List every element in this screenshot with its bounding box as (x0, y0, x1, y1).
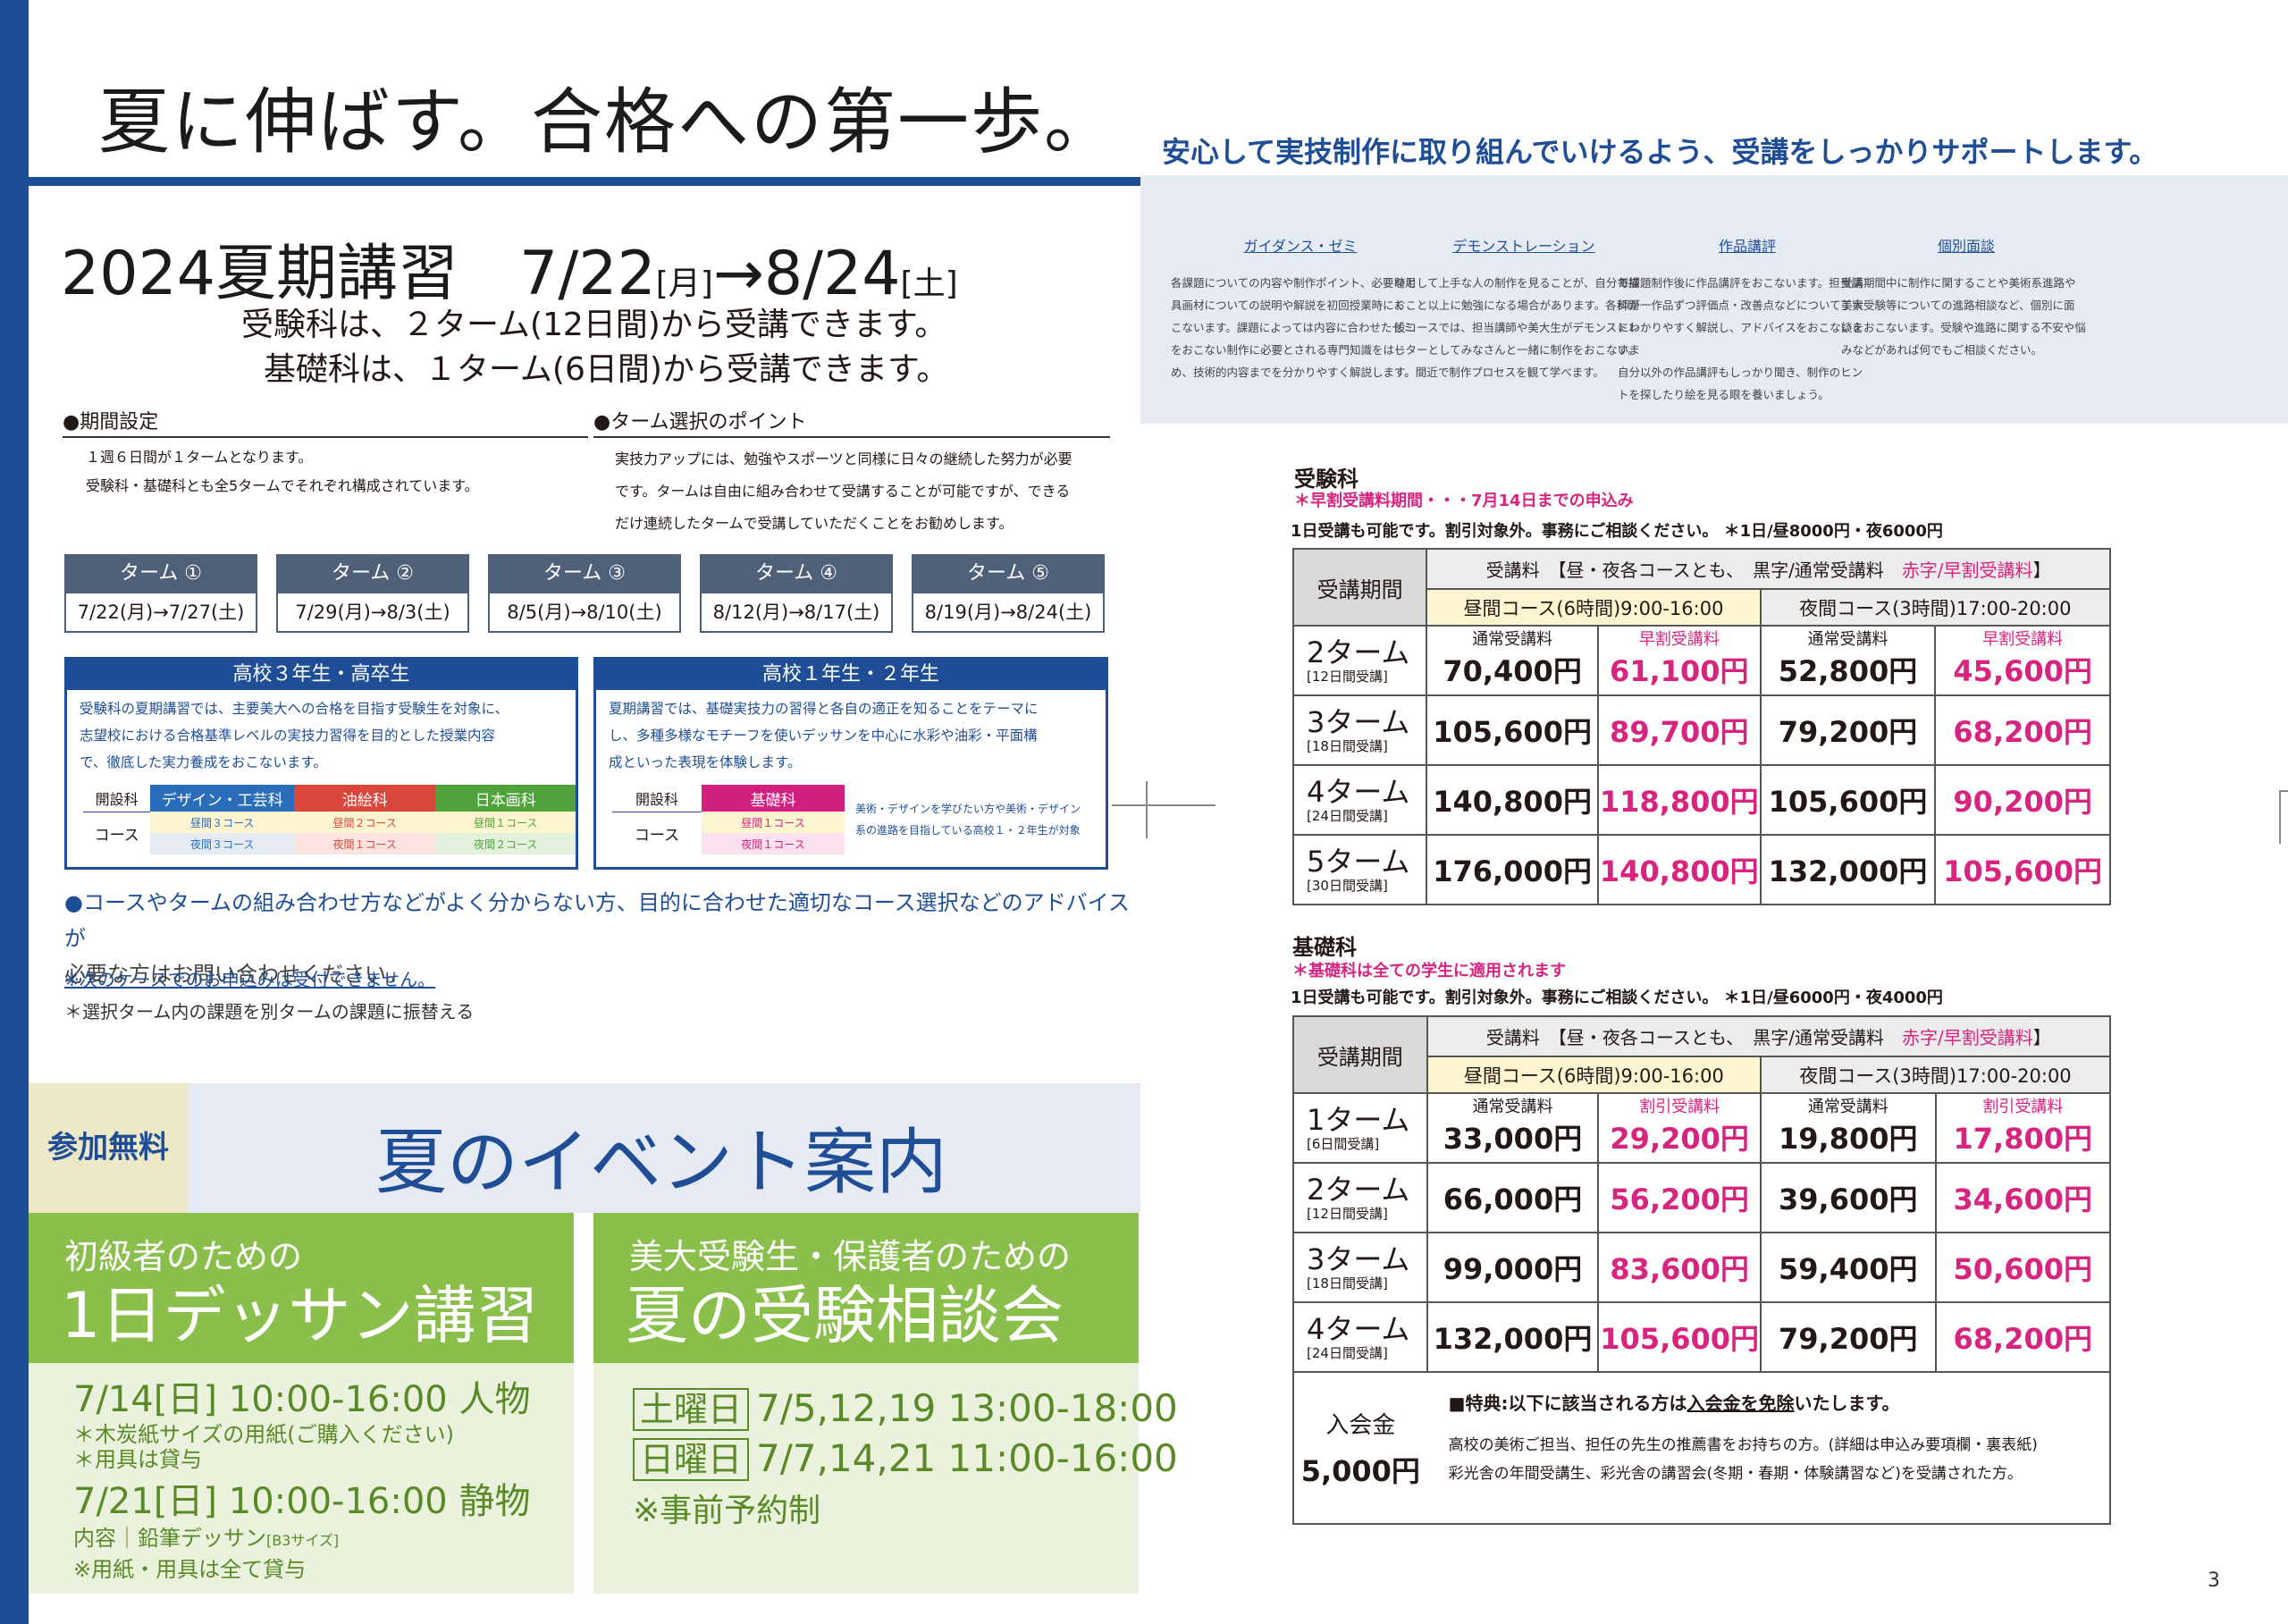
warning-detail: ＊選択ターム内の課題を別タームの課題に振替える (64, 1001, 475, 1022)
term-1: ターム ① 7/22(月)→7/27(土) (64, 554, 257, 633)
page-number: 3 (2208, 1569, 2220, 1592)
juken-label: 受験科 (1294, 467, 1358, 492)
term-2: ターム ② 7/29(月)→8/3(土) (276, 554, 469, 633)
juken-min-term: 受験科は、２ターム(12日間)から受講できます。 (241, 307, 947, 343)
event1-body: 7/14[日] 10:00-16:00 人物 ＊木炭紙サイズの用紙(ご購入くださ… (29, 1363, 574, 1594)
kiso-min-term: 基礎科は、１ターム(6日間)から受講できます。 (264, 351, 949, 388)
support-panel (1140, 175, 2288, 424)
season-heading: 2024夏期講習 7/22[月]→8/24[土] (61, 239, 958, 309)
point-heading: ●ターム選択のポイント (593, 406, 1110, 438)
support-text: 毎課題制作後に作品講評をおこないます。担当講 師が一作品ずつ評価点・改善点などにつ… (1618, 276, 1863, 401)
left-blue-bar (0, 0, 29, 1624)
juken-row: 3ターム [18日間受講] 105,600円 89,700円 79,200円 68… (1291, 694, 2111, 766)
event2-body: 土曜日 7/5,12,19 13:00-18:00 日曜日 7/7,14,21 11… (593, 1363, 1178, 1594)
grade12-note: 美術・デザインを学びたい方や美術・デザイン 系の進路を目指している高校１・２年生が… (855, 803, 1081, 837)
course-advice: ●コースやタームの組み合わせ方などがよく分からない方、目的に合わせた適切なコース… (64, 890, 1130, 987)
title-underline (29, 177, 1140, 186)
event2-header: 美大受験生・保護者のための 夏の受験相談会 (593, 1213, 1139, 1363)
support-title: 個別面談 (1937, 238, 1995, 255)
term-5: ターム ⑤ 8/19(月)→8/24(土) (912, 554, 1105, 633)
event-title: 夏のイベント案内 (375, 1121, 947, 1204)
crop-mark (1146, 781, 1148, 838)
support-text: 時として上手な人の制作を見ることが、自分で描 くこと以上に勉強になる場合があります… (1394, 276, 1640, 379)
kiso-row: 1ターム [6日間受講] 通常受講料 33,000円 割引受講料 29,200円 通常… (1292, 1092, 2111, 1164)
grade12-title: 高校１年生・２年生 (596, 660, 1106, 690)
support-text: 各課題についての内容や制作ポイント、必要な用 具画材についての説明や解説を初回授業… (1171, 276, 1417, 379)
point-text: 実技力アップには、勉強やスポーツと同様に日々の継続した努力が必要 です。タームは自… (615, 450, 1072, 532)
kiso-note-red: ＊基礎科は全ての学生に適用されます (1292, 962, 1566, 980)
kiso-row: 3ターム [18日間受講] 99,000円 83,600円 59,400円 50,… (1292, 1232, 2111, 1303)
support-title: 作品講評 (1718, 238, 1776, 255)
term-3: ターム ③ 8/5(月)→8/10(土) (488, 554, 681, 633)
grade3-box: 高校３年生・高卒生 受験科の夏期講習では、主要美大への合格を目指す受験生を対象に… (64, 657, 578, 870)
event-band (29, 1083, 1140, 1213)
grade3-course-table: 開設科 デザイン・工芸科 油絵科 日本画科 コース 昼間３コース 昼間２コース … (83, 785, 576, 854)
period-text: １週６日間が１タームとなります。 受験科・基礎科とも全5タームでそれぞれ構成されて… (86, 449, 479, 494)
juken-price-table: 受講期間 受講料 【昼・夜各コースとも、 黒字/通常受講料 赤字/早割受講料】 … (1291, 547, 2112, 905)
point-section: ●ターム選択のポイント 実技力アップには、勉強やスポーツと同様に日々の継続した努… (593, 406, 1110, 540)
support-interview: 個別面談 受講期間中に制作に関することや美術系進路や 美大受験等についての進路相談… (1841, 234, 2091, 361)
entry-fee-row: 入会金 5,000円 ■特典:以下に該当される方は入会金を免除いたします。 高校の… (1292, 1371, 2112, 1525)
kiso-label: 基礎科 (1292, 935, 1357, 960)
support-tagline: 安心して実技制作に取り組んでいけるよう、受講をしっかりサポートします。 (1162, 135, 2158, 169)
support-title: デモンストレーション (1452, 238, 1595, 255)
support-demonstration: デモンストレーション 時として上手な人の制作を見ることが、自分で描 くこと以上に勉… (1394, 234, 1653, 383)
crop-mark (2279, 790, 2288, 844)
grade3-text: 受験科の夏期講習では、主要美大への合格を目指す受験生を対象に、 志望校における合格… (80, 701, 509, 770)
grade12-box: 高校１年生・２年生 夏期講習では、基礎実技力の習得と各自の適正を知ることをテーマ… (593, 657, 1108, 870)
grade12-course-table: 開設科 基礎科 美術・デザインを学びたい方や美術・デザイン 系の進路を目指している… (612, 785, 1086, 854)
warning-link: ※次のケースでのお申込みは受付できません。 (64, 969, 436, 990)
juken-day-note: 1日受講も可能です。割引対象外。事務にご相談ください。 ＊1日/昼8000円・夜… (1291, 522, 1943, 541)
period-section: ●期間設定 １週６日間が１タームとなります。 受験科・基礎科とも全5タームでそれぞ… (63, 406, 588, 501)
kiso-day-note: 1日受講も可能です。割引対象外。事務にご相談ください。 ＊1日/昼6000円・夜… (1291, 989, 1943, 1007)
kiso-price-table: 受講期間 受講料 【昼・夜各コースとも、 黒字/通常受講料 赤字/早割受講料】 … (1292, 1014, 2112, 1525)
juken-row: 2ターム [12日間受講] 通常受講料 70,400円 早割受講料 61,100円 通… (1291, 625, 2111, 696)
main-title: 夏に伸ばす。合格への第一歩。 (98, 80, 1117, 164)
juken-early-note: ＊早割受講料期間・・・7月14日までの申込み (1294, 492, 1634, 510)
free-tag: 参加無料 (29, 1083, 188, 1213)
period-heading: ●期間設定 (63, 406, 588, 438)
support-guidance: ガイダンス・ゼミ 各課題についての内容や制作ポイント、必要な用 具画材についての説… (1171, 234, 1430, 383)
crop-mark (1112, 804, 1216, 806)
support-critique: 作品講評 毎課題制作後に作品講評をおこないます。担当講 師が一作品ずつ評価点・改善… (1618, 234, 1877, 406)
kiso-row: 4ターム [24日間受講] 132,000円 105,600円 79,200円 6… (1292, 1301, 2111, 1373)
juken-row: 5ターム [30日間受講] 176,000円 140,800円 132,000円 … (1291, 834, 2111, 905)
event1-header: 初級者のための 1日デッサン講習 (29, 1213, 574, 1363)
juken-row: 4ターム [24日間受講] 140,800円 118,800円 105,600円 … (1291, 764, 2111, 836)
support-title: ガイダンス・ゼミ (1243, 238, 1358, 255)
grade12-text: 夏期講習では、基礎実技力の習得と各自の適正を知ることをテーマに し、多種多様なモチ… (609, 701, 1039, 770)
support-text: 受講期間中に制作に関することや美術系進路や 美大受験等についての進路相談など、個別… (1841, 276, 2086, 357)
kiso-row: 2ターム [12日間受講] 66,000円 56,200円 39,600円 34,… (1292, 1162, 2111, 1233)
term-4: ターム ④ 8/12(月)→8/17(土) (700, 554, 893, 633)
grade3-title: 高校３年生・高卒生 (67, 660, 576, 690)
